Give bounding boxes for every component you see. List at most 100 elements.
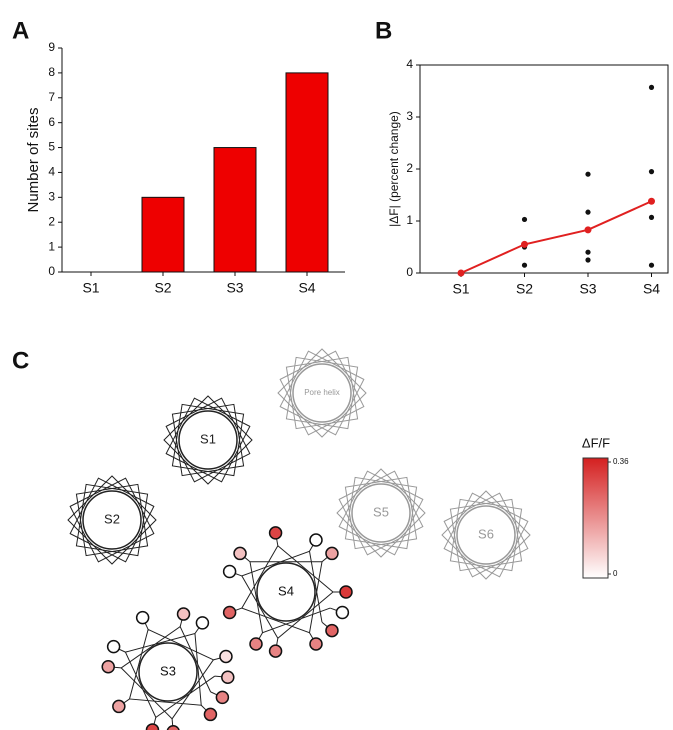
y-tick-label: 3 — [48, 190, 55, 204]
helix-label: S1 — [200, 431, 216, 446]
y-tick-label: 1 — [48, 239, 55, 253]
helix-label: S6 — [478, 526, 494, 541]
x-tick-label: S1 — [452, 281, 469, 297]
colorbar-title: ΔF/F — [582, 435, 610, 450]
site — [176, 607, 191, 621]
y-tick-label: 0 — [48, 264, 55, 278]
helix-core — [351, 483, 411, 543]
site — [325, 546, 339, 561]
site — [135, 610, 150, 625]
helix-label: Pore helix — [304, 388, 340, 397]
x-tick-label: S4 — [643, 281, 660, 297]
x-tick-label: S3 — [226, 280, 243, 296]
mean-point — [521, 240, 528, 248]
x-tick-label: S2 — [154, 280, 171, 296]
site — [249, 637, 263, 651]
helix-trace — [241, 544, 334, 640]
y-axis-label: |ΔF| (percent change) — [387, 111, 401, 227]
bar — [285, 72, 329, 273]
x-tick-label: S2 — [516, 281, 533, 297]
helix-label: S3 — [160, 663, 176, 678]
data-point — [585, 257, 591, 263]
y-tick-label: 4 — [48, 165, 55, 179]
data-point — [585, 171, 591, 177]
site — [195, 616, 210, 630]
helix-wheel — [344, 476, 418, 550]
site — [309, 533, 323, 547]
plot-frame — [419, 64, 669, 274]
helix-wheel — [443, 492, 529, 578]
bar — [213, 147, 257, 273]
helix-label: S5 — [373, 504, 389, 519]
helix-label: S2 — [104, 511, 120, 526]
y-tick-label: 2 — [406, 161, 413, 175]
site — [268, 526, 283, 540]
site — [203, 707, 218, 722]
helix-core — [178, 410, 238, 470]
mean-point — [457, 269, 465, 277]
y-tick-label: 4 — [406, 57, 413, 71]
data-point — [521, 262, 528, 268]
panel-letter: C — [12, 347, 29, 374]
y-tick-label: 2 — [48, 214, 55, 228]
panel-letter: A — [12, 17, 29, 44]
helix-wheel — [279, 350, 365, 436]
data-point — [648, 262, 655, 268]
data-point — [648, 169, 655, 175]
helix-wheel — [165, 397, 251, 483]
helix-core — [292, 363, 352, 423]
helix-label: S4 — [278, 583, 294, 598]
x-tick-label: S3 — [579, 281, 596, 297]
colorbar-tick-label: 0 — [613, 569, 618, 578]
mean-point — [648, 197, 655, 205]
data-point — [648, 214, 655, 220]
y-tick-label: 9 — [48, 40, 55, 54]
site — [215, 690, 230, 705]
site — [222, 605, 237, 620]
data-point — [585, 249, 591, 255]
bar — [141, 196, 185, 273]
helix-wheel — [285, 356, 359, 430]
site — [166, 725, 180, 730]
site — [221, 670, 235, 684]
helix-core — [82, 490, 142, 550]
y-tick-label: 1 — [406, 213, 413, 227]
site — [339, 585, 353, 599]
y-tick-label: 8 — [48, 65, 55, 79]
site — [309, 637, 323, 651]
data-point — [648, 84, 655, 90]
site — [335, 605, 350, 620]
helix-wheel — [69, 477, 155, 563]
site — [112, 699, 126, 714]
site — [222, 564, 237, 579]
panel-letter: B — [375, 17, 392, 44]
site — [268, 644, 283, 658]
y-tick-label: 7 — [48, 90, 55, 104]
x-tick-label: S1 — [82, 280, 99, 296]
y-axis-label: Number of sites — [25, 107, 42, 212]
helix-wheel — [338, 470, 424, 556]
helix-core — [138, 642, 198, 702]
site — [145, 723, 160, 730]
y-tick-label: 5 — [48, 140, 55, 154]
helix-wheel — [171, 403, 245, 477]
data-point — [585, 209, 591, 215]
site — [101, 660, 115, 674]
site — [325, 623, 339, 638]
mean-line — [460, 200, 652, 274]
helix-trace — [120, 625, 216, 720]
colorbar — [582, 457, 609, 579]
colorbar-tick-label: 0.36 — [613, 457, 629, 466]
mean-point — [584, 226, 592, 234]
data-point — [521, 216, 528, 223]
y-tick-label: 0 — [406, 265, 413, 279]
helix-wheel — [449, 498, 523, 572]
site — [233, 546, 247, 561]
x-tick-label: S4 — [298, 280, 315, 296]
site — [219, 649, 233, 664]
y-tick-label: 3 — [406, 109, 413, 123]
site — [106, 639, 121, 654]
helix-core — [456, 505, 516, 565]
helix-wheel — [75, 483, 149, 557]
